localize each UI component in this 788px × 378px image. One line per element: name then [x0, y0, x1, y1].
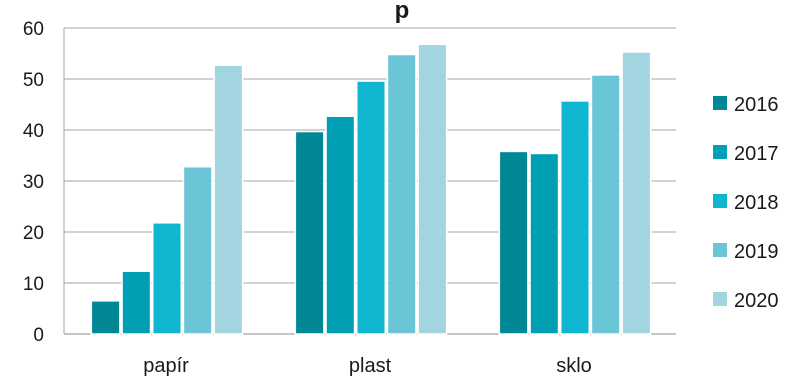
y-tick-label: 0: [33, 325, 44, 346]
bar-2017-plast: [325, 115, 356, 335]
bar-2018-plast: [356, 80, 386, 335]
legend-label: 2018: [734, 192, 779, 214]
legend-label: 2017: [734, 143, 779, 165]
x-category-label: papír: [143, 355, 189, 377]
y-axis-tick-labels: 0 10 20 30 40 50 60: [23, 19, 44, 346]
legend-label: 2020: [734, 290, 779, 312]
y-tick-label: 60: [23, 19, 44, 40]
legend-label: 2019: [734, 241, 779, 263]
x-category-label: sklo: [556, 355, 592, 377]
legend-label: 2016: [734, 94, 779, 116]
x-axis-category-labels: papír plast sklo: [143, 355, 592, 377]
bar-2019-plast: [386, 53, 417, 335]
bar-2018-sklo: [560, 100, 590, 335]
legend-swatch-2017: [713, 145, 727, 159]
chart-title: p: [395, 0, 410, 24]
bar-2017-papír: [121, 270, 152, 335]
bar-2020-plast: [417, 43, 448, 335]
y-tick-label: 50: [23, 70, 44, 91]
bars: [90, 43, 652, 335]
y-tick-label: 40: [23, 121, 44, 142]
legend-swatch-2016: [713, 96, 727, 110]
bar-2017-sklo: [529, 152, 560, 335]
bar-2019-papír: [182, 165, 213, 335]
bar-2018-papír: [152, 222, 182, 335]
legend-swatch-2020: [713, 292, 727, 306]
y-tick-label: 10: [23, 274, 44, 295]
y-tick-label: 30: [23, 172, 44, 193]
legend: 2016 2017 2018 2019 2020: [713, 94, 779, 312]
bar-2016-sklo: [498, 150, 529, 335]
x-category-label: plast: [349, 355, 392, 377]
bar-2016-papír: [90, 300, 121, 335]
legend-swatch-2019: [713, 243, 727, 257]
bar-2020-papír: [213, 64, 244, 335]
y-tick-label: 20: [23, 223, 44, 244]
bar-2019-sklo: [590, 74, 621, 335]
legend-swatch-2018: [713, 194, 727, 208]
bar-2020-sklo: [621, 51, 652, 335]
bar-2016-plast: [294, 130, 325, 335]
